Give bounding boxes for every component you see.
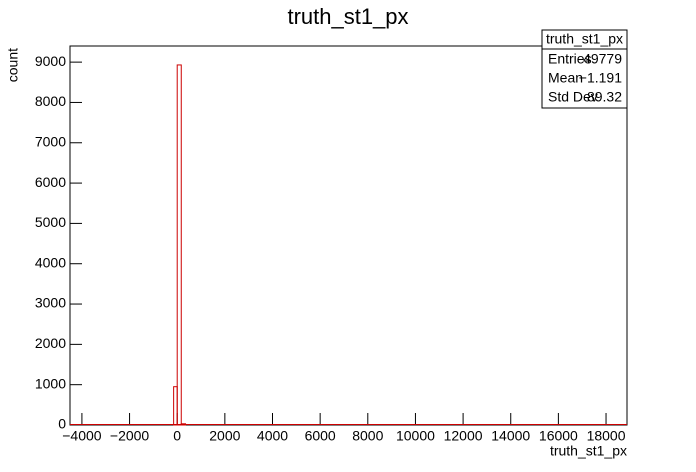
x-tick-label: 14000 xyxy=(491,428,530,444)
y-tick-label: 1000 xyxy=(35,375,66,391)
x-tick-label: 10000 xyxy=(396,428,435,444)
stats-label: Entries xyxy=(548,51,592,67)
stats-label: Mean xyxy=(548,70,583,86)
y-tick-label: 9000 xyxy=(35,53,66,69)
x-tick-label: 12000 xyxy=(444,428,483,444)
x-axis-label: truth_st1_px xyxy=(550,443,627,459)
x-tick-label: 4000 xyxy=(257,428,288,444)
stats-value: 89.32 xyxy=(587,89,622,105)
x-tick-label: 18000 xyxy=(587,428,626,444)
y-tick-label: 8000 xyxy=(35,93,66,109)
y-tick-label: 0 xyxy=(58,416,66,432)
x-tick-label: 6000 xyxy=(305,428,336,444)
chart-title: truth_st1_px xyxy=(287,4,408,29)
y-tick-label: 7000 xyxy=(35,133,66,149)
x-tick-label: −4000 xyxy=(62,428,102,444)
stats-value: −1.191 xyxy=(579,70,622,86)
y-tick-label: 4000 xyxy=(35,254,66,270)
y-axis-label: count xyxy=(5,48,21,82)
y-tick-label: 3000 xyxy=(35,295,66,311)
x-tick-label: 2000 xyxy=(209,428,240,444)
x-tick-label: 8000 xyxy=(352,428,383,444)
x-tick-label: −2000 xyxy=(110,428,150,444)
stats-label: Std Dev xyxy=(548,89,598,105)
y-tick-label: 6000 xyxy=(35,174,66,190)
y-tick-label: 2000 xyxy=(35,335,66,351)
x-tick-label: 16000 xyxy=(539,428,578,444)
y-tick-label: 5000 xyxy=(35,214,66,230)
stats-title: truth_st1_px xyxy=(546,31,623,47)
stats-value: 49779 xyxy=(583,51,622,67)
stats-frame xyxy=(541,29,628,109)
x-tick-label: 0 xyxy=(173,428,181,444)
